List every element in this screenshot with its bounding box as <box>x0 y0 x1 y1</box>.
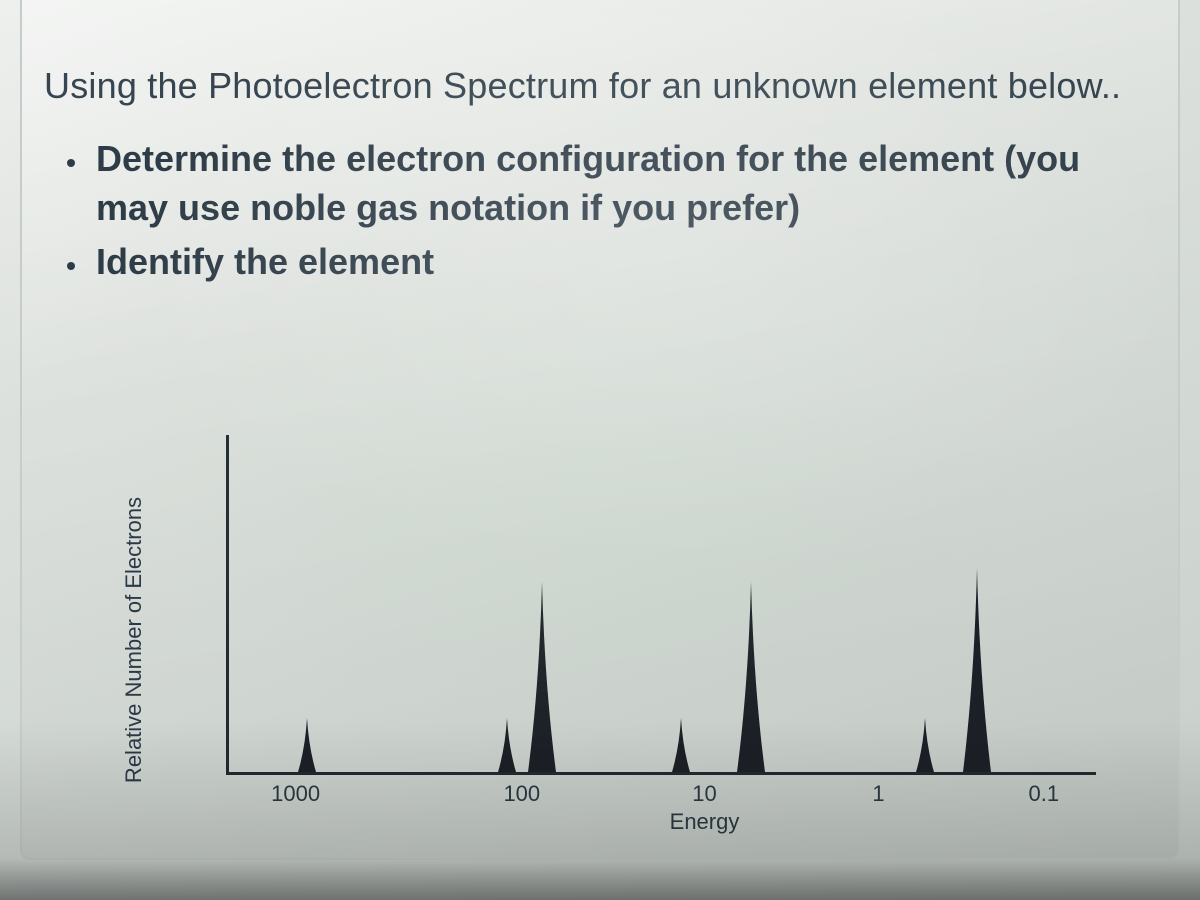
x-axis-label: Energy <box>670 809 740 835</box>
bullet-item: Identify the element <box>90 238 1156 287</box>
y-axis-label: Relative Number of Electrons <box>121 497 147 783</box>
pes-peak <box>963 568 991 772</box>
pes-peak <box>737 582 765 772</box>
x-tick-label: 1000 <box>271 781 320 807</box>
x-tick-label: 1 <box>872 781 884 807</box>
x-tick-label: 100 <box>503 781 540 807</box>
pes-peak <box>298 718 316 772</box>
question-title: Using the Photoelectron Spectrum for an … <box>44 65 1156 107</box>
x-tick-label: 0.1 <box>1029 781 1060 807</box>
bullet-item: Determine the electron configuration for… <box>90 135 1156 232</box>
pes-peak <box>916 718 934 772</box>
question-card: Using the Photoelectron Spectrum for an … <box>20 0 1180 860</box>
screen-photo: Using the Photoelectron Spectrum for an … <box>0 0 1200 900</box>
x-tick-label: 10 <box>692 781 716 807</box>
pes-peak <box>672 718 690 772</box>
plot-area <box>226 435 1096 775</box>
bottom-shadow <box>0 858 1200 900</box>
pes-chart: Relative Number of Electrons 1000 100 10… <box>164 425 1104 855</box>
content-area: Using the Photoelectron Spectrum for an … <box>44 65 1156 838</box>
pes-peak <box>498 718 516 772</box>
question-bullets: Determine the electron configuration for… <box>64 135 1156 287</box>
pes-peak <box>528 582 556 772</box>
